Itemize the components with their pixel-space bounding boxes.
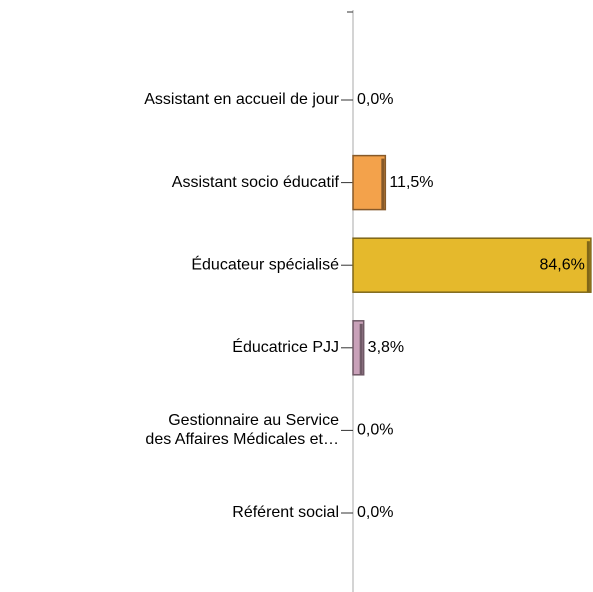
value-label: 0,0%: [357, 504, 393, 521]
y-tick-label: Assistant en accueil de jour: [144, 91, 339, 108]
value-label: 3,8%: [368, 339, 404, 356]
y-tick-label: des Affaires Médicales et…: [145, 431, 339, 448]
y-tick-label: Référent social: [232, 504, 339, 521]
value-label: 84,6%: [540, 256, 585, 273]
y-tick-label: Gestionnaire au Service: [168, 412, 339, 429]
y-tick-label: Assistant socio éducatif: [172, 174, 340, 191]
bar: [352, 237, 592, 293]
value-label: 11,5%: [389, 174, 433, 191]
bar-shadow: [381, 158, 385, 210]
bar-shadow: [359, 323, 363, 375]
bar-shadow: [586, 241, 590, 293]
value-label: 0,0%: [357, 91, 393, 108]
y-tick-label: Éducateur spécialisé: [191, 254, 339, 273]
value-label: 0,0%: [357, 422, 393, 439]
bar: [352, 320, 365, 376]
bar: [352, 154, 387, 211]
y-tick-label: Éducatrice PJJ: [232, 337, 339, 356]
